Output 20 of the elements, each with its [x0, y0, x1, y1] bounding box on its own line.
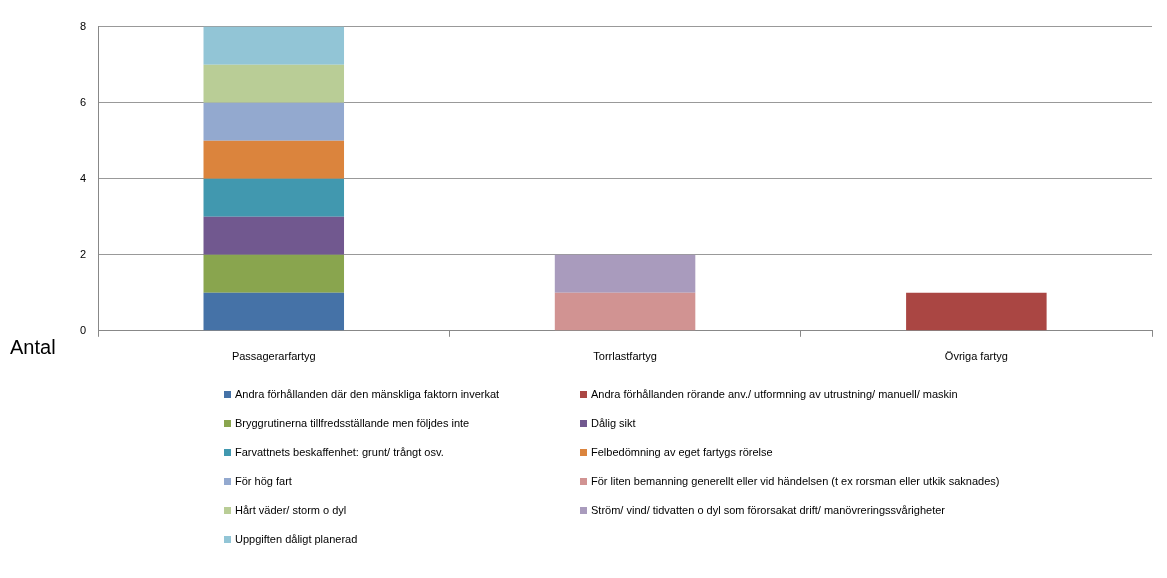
legend-label: Andra förhållanden rörande anv./ utformning av utrustning/ manuell/ maskin [591, 388, 958, 400]
legend-label: Farvattnets beskaffenhet: grunt/ trångt osv. [235, 446, 444, 458]
legend-label: Felbedömning av eget fartygs rörelse [591, 446, 773, 458]
legend-label: För liten bemanning generellt eller vid händelsen (t ex rorsman eller utkik saknades) [591, 475, 1000, 487]
legend-label: Uppgiften dåligt planerad [235, 533, 358, 545]
legend-label: Andra förhållanden där den mänskliga faktorn inverkat [235, 388, 500, 400]
y-tick-label: 8 [79, 19, 87, 32]
y-tick-label: 0 [79, 323, 87, 336]
x-tick-label: Passagerarfartyg [231, 350, 316, 363]
x-tick-label: Torrlastfartyg [593, 350, 657, 363]
legend-label: Ström/ vind/ tidvatten o dyl som förorsakat drift/ manövreringssvårigheter [591, 504, 945, 516]
legend-label: För hög fart [235, 475, 292, 487]
y-tick-label: 2 [79, 247, 87, 260]
legend-label: Dålig sikt [591, 417, 636, 429]
y-axis-title: Antal [10, 336, 56, 359]
x-tick-label: Övriga fartyg [944, 350, 1008, 363]
y-tick-label: 6 [79, 95, 87, 108]
legend-label: Hårt väder/ storm o dyl [235, 504, 347, 516]
y-tick-label: 4 [79, 171, 87, 184]
legend-label: Bryggrutinerna tillfredsställande men följdes inte [235, 417, 470, 429]
